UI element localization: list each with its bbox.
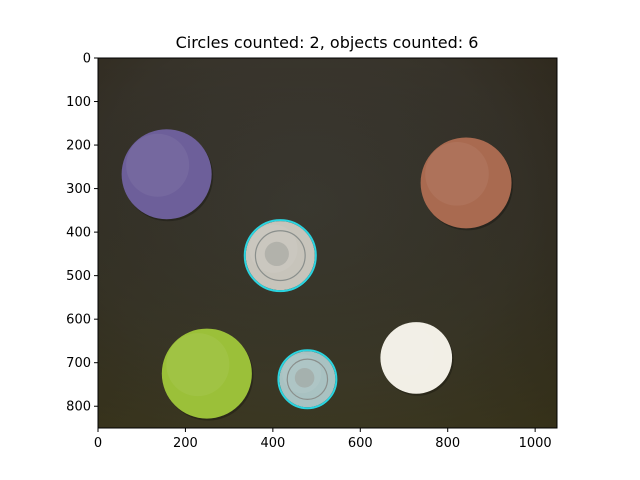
object-white-disc [380,322,454,396]
object-orange-disc [420,137,514,231]
object-highlight [383,325,435,376]
object-highlight [425,142,489,206]
coin-inner-ring [254,230,306,282]
coin-inner-ring [286,358,329,400]
object-disc [420,137,512,229]
x-tick-label: 800 [435,436,460,451]
y-tick-label: 100 [66,95,91,110]
object-coin-small [277,349,338,410]
x-tick-label: 200 [173,436,198,451]
object-green-disc [161,328,254,421]
detected-circle-outline [277,349,338,410]
coin-face [264,241,289,266]
object-coin-large [243,219,317,293]
y-tick-label: 800 [66,400,91,415]
y-tick-label: 300 [66,182,91,197]
y-axis: 0 100 200 300 400 500 600 700 800 [66,52,98,415]
object-highlight [166,333,230,397]
object-disc [161,328,252,419]
chart-title: Circles counted: 2, objects counted: 6 [176,33,479,52]
x-tick-label: 600 [348,436,373,451]
axes-frame [97,57,558,429]
x-axis: 0 200 400 600 800 1000 [94,428,552,451]
object-disc [380,322,453,394]
object-disc [121,129,212,220]
object-purple-disc [121,129,214,222]
x-tick-label: 0 [94,436,102,451]
object-highlight [126,133,190,197]
x-tick-label: 1000 [519,436,552,451]
y-tick-label: 400 [66,226,91,241]
detected-circle-outline [243,219,317,293]
y-tick-label: 700 [66,356,91,371]
x-tick-label: 400 [260,436,285,451]
y-tick-label: 200 [66,139,91,154]
y-tick-label: 500 [66,269,91,284]
y-tick-label: 600 [66,313,91,328]
y-tick-label: 0 [83,52,91,67]
plot-area [98,58,557,428]
coin-face [294,368,315,388]
